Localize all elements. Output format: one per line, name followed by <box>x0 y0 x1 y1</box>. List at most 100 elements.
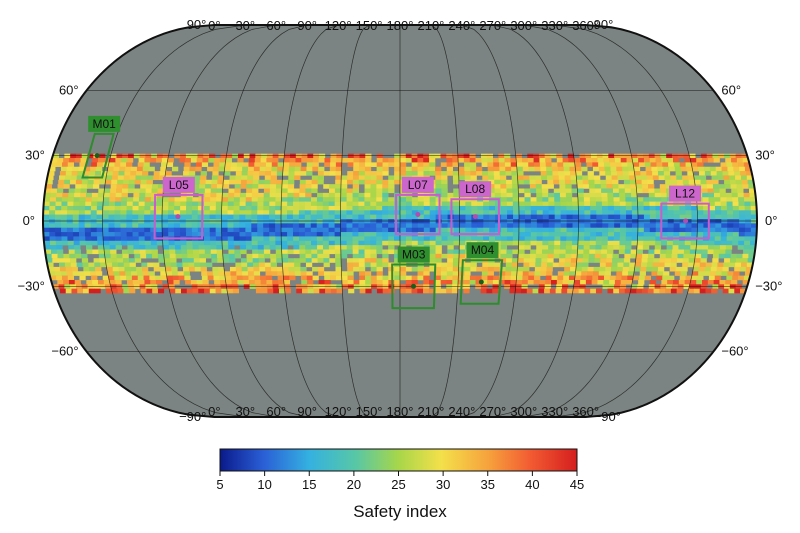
data-cell <box>352 175 360 181</box>
data-cell <box>411 223 419 228</box>
data-cell <box>720 232 728 237</box>
data-cell <box>156 232 163 237</box>
data-cell <box>322 245 330 250</box>
data-cell <box>668 162 675 167</box>
colorbar-tick-label: 30 <box>436 477 450 492</box>
data-cell <box>155 275 162 281</box>
data-cell <box>693 175 701 181</box>
data-cell <box>435 258 442 263</box>
data-cell <box>673 214 681 220</box>
data-cell <box>233 223 240 228</box>
data-cell <box>322 227 330 233</box>
data-cell <box>146 288 153 294</box>
data-cell <box>558 262 565 268</box>
data-cell <box>198 288 205 294</box>
data-cell <box>153 175 160 181</box>
data-cell <box>738 240 745 246</box>
data-cell <box>49 166 56 172</box>
data-cell <box>192 245 199 250</box>
data-cell <box>499 171 506 176</box>
data-cell <box>702 158 709 163</box>
data-cell <box>624 249 632 255</box>
data-cell <box>731 188 738 194</box>
data-cell <box>241 266 248 272</box>
data-cell <box>65 266 73 272</box>
data-cell <box>287 227 294 233</box>
data-cell <box>703 214 710 220</box>
data-cell <box>482 171 489 176</box>
data-cell <box>264 184 271 189</box>
data-cell <box>625 227 633 233</box>
data-cell <box>715 223 722 228</box>
data-cell <box>667 279 674 285</box>
data-cell <box>614 279 622 285</box>
data-cell <box>253 175 260 181</box>
data-cell <box>335 179 342 185</box>
data-cell <box>588 179 595 185</box>
data-cell <box>72 166 79 172</box>
data-cell <box>336 288 343 294</box>
data-cell <box>500 197 508 202</box>
data-cell <box>492 158 500 163</box>
data-cell <box>229 175 236 181</box>
data-cell <box>140 288 147 294</box>
data-cell <box>221 205 229 211</box>
data-cell <box>524 227 532 233</box>
data-cell <box>143 162 150 167</box>
data-cell <box>602 227 609 233</box>
data-cell <box>334 201 342 207</box>
data-cell <box>539 162 547 167</box>
data-cell <box>91 236 98 242</box>
data-cell <box>453 179 460 185</box>
data-cell <box>603 275 611 281</box>
data-cell <box>67 201 74 207</box>
data-cell <box>79 240 86 246</box>
data-cell <box>295 162 302 167</box>
data-cell <box>120 214 127 220</box>
data-cell <box>540 171 547 176</box>
data-cell <box>499 271 506 276</box>
data-cell <box>642 253 649 259</box>
data-cell <box>174 210 181 215</box>
data-cell <box>335 171 342 176</box>
data-cell <box>742 253 749 259</box>
data-cell <box>288 258 295 263</box>
data-cell <box>310 214 318 220</box>
region-box-l08 <box>450 198 501 236</box>
data-cell <box>252 249 259 255</box>
data-cell <box>127 245 134 250</box>
data-cell <box>370 279 378 285</box>
data-cell <box>316 210 324 215</box>
data-cell <box>104 188 111 194</box>
data-cell <box>128 184 135 189</box>
data-cell <box>714 236 722 242</box>
data-cell <box>518 205 526 211</box>
data-cell <box>708 197 715 202</box>
data-cell <box>144 197 152 202</box>
data-cell <box>346 258 354 263</box>
data-cell <box>554 223 562 228</box>
data-cell <box>116 253 123 259</box>
data-cell <box>612 179 619 185</box>
data-cell <box>133 188 141 194</box>
data-cell <box>434 288 441 294</box>
data-cell <box>198 245 205 250</box>
data-cell <box>145 249 152 255</box>
data-cell <box>98 188 105 194</box>
data-cell <box>441 223 448 228</box>
data-cell <box>522 271 530 276</box>
data-cell <box>583 245 590 250</box>
data-cell <box>167 214 175 220</box>
data-cell <box>625 210 633 215</box>
data-cell <box>97 158 105 163</box>
data-cell <box>714 245 721 250</box>
lon-top-tick: 270° <box>479 18 506 33</box>
data-cell <box>209 205 217 211</box>
data-cell <box>209 232 217 237</box>
data-cell <box>630 184 637 189</box>
data-cell <box>120 223 127 228</box>
data-cell <box>123 179 130 185</box>
data-cell <box>441 197 448 202</box>
data-cell <box>61 162 69 167</box>
data-cell <box>63 253 70 259</box>
